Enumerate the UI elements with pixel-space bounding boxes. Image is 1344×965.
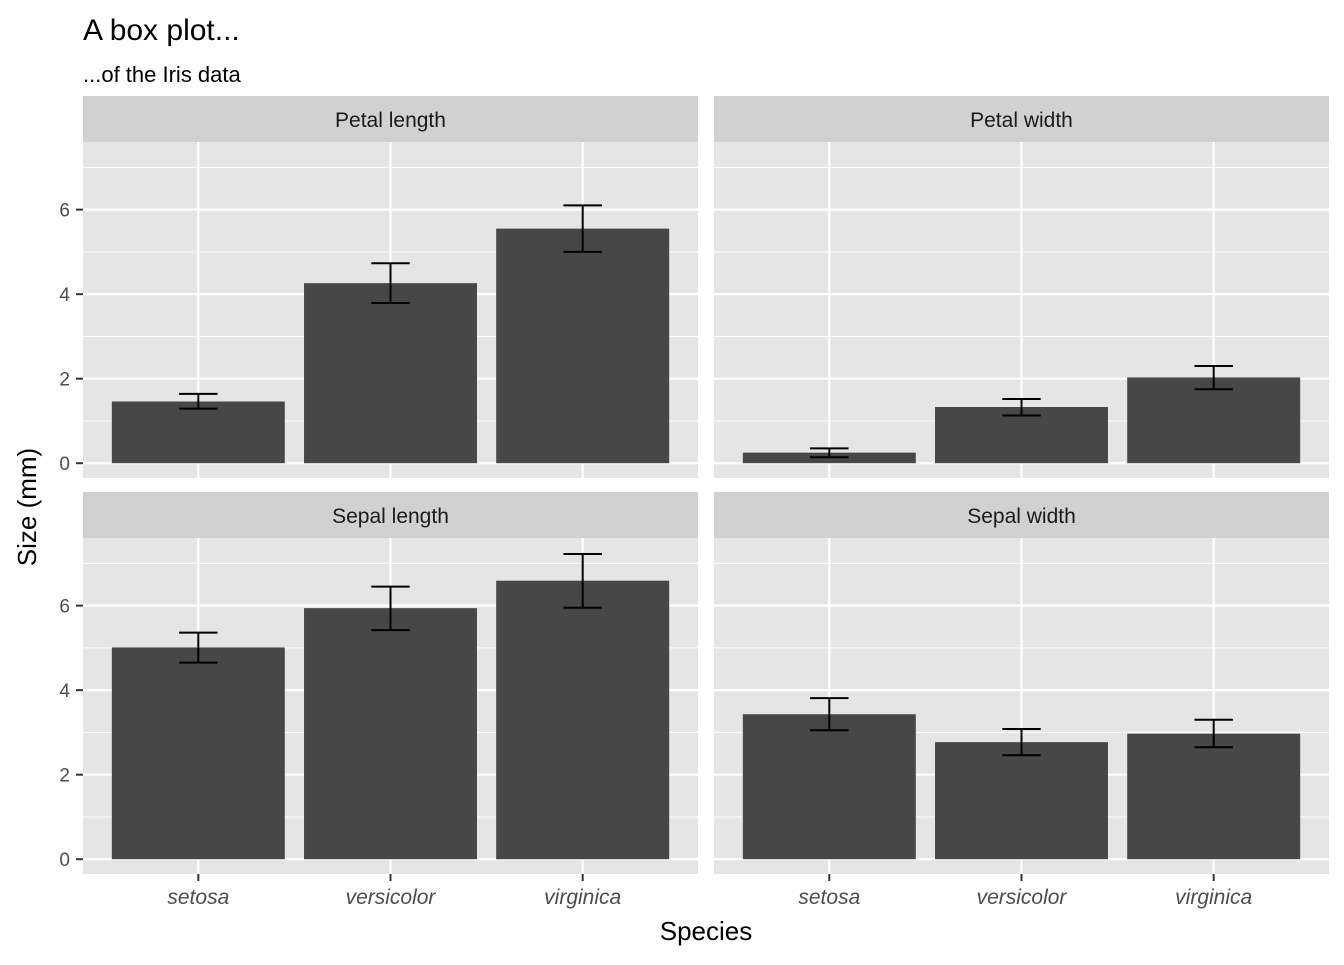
facet-strip-label: Sepal width [967, 505, 1076, 528]
x-tick-label-setosa: setosa [798, 886, 860, 909]
facet-sepal-width: Sepal width setosa versicolor virginica [714, 492, 1329, 909]
y-tick-label: 4 [59, 285, 70, 306]
x-axis-label: Species [660, 916, 753, 946]
x-tick-label-versicolor: versicolor [346, 886, 437, 909]
facet-strip [714, 96, 1329, 142]
y-tick-label: 2 [59, 370, 70, 391]
facet-petal-length: Petal length 0 2 4 6 [59, 96, 698, 478]
facet-strip-label: Sepal length [332, 505, 449, 528]
x-tick-label-versicolor: versicolor [977, 886, 1068, 909]
bar-virginica [1127, 377, 1301, 464]
facet-panels: Petal length 0 2 4 6 Petal width Sepal length 0… [59, 96, 1329, 909]
y-tick-label: 6 [59, 201, 70, 222]
x-tick-label-virginica: virginica [544, 886, 621, 909]
bar-setosa [742, 714, 916, 860]
x-tick-label-virginica: virginica [1175, 886, 1252, 909]
facet-petal-width: Petal width [714, 96, 1329, 478]
bar-virginica [496, 228, 670, 464]
facet-strip [83, 96, 698, 142]
chart-subtitle: ...of the Iris data [83, 62, 242, 87]
y-tick-label: 0 [59, 850, 70, 871]
facet-strip-label: Petal width [970, 109, 1073, 132]
chart-title: A box plot... [83, 14, 240, 47]
bar-versicolor [304, 283, 477, 464]
y-tick-label: 0 [59, 454, 70, 475]
bar-versicolor [304, 608, 477, 860]
bar-setosa [111, 401, 285, 464]
bar-versicolor [935, 742, 1108, 860]
y-tick-label: 4 [59, 681, 70, 702]
facet-sepal-length: Sepal length 0 2 4 6 setosa versicolor virginic… [59, 492, 698, 909]
bar-virginica [496, 580, 670, 860]
facet-strip [714, 492, 1329, 538]
y-tick-label: 6 [59, 597, 70, 618]
y-tick-label: 2 [59, 766, 70, 787]
bar-virginica [1127, 733, 1301, 860]
y-axis-label: Size (mm) [12, 448, 42, 566]
bar-setosa [111, 647, 285, 860]
facet-strip-label: Petal length [335, 109, 446, 132]
facet-strip [83, 492, 698, 538]
x-tick-label-setosa: setosa [167, 886, 229, 909]
